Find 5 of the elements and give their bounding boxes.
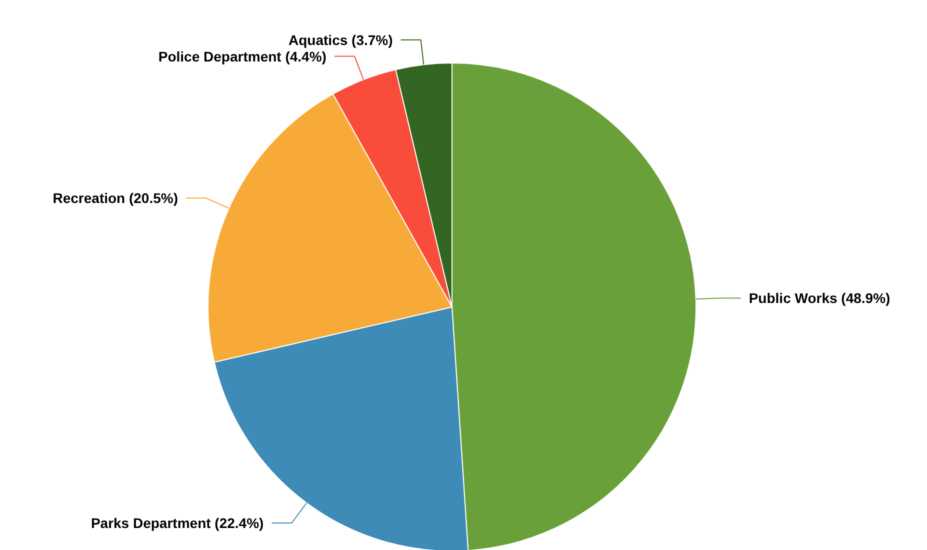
slice-label: Police Department (4.4%) [158, 48, 326, 64]
slice-label: Recreation (20.5%) [52, 190, 178, 206]
slice-label: Aquatics (3.7%) [288, 32, 393, 48]
slice-label: Public Works (48.9%) [748, 290, 890, 306]
slice-label: Parks Department (22.4%) [90, 515, 264, 532]
